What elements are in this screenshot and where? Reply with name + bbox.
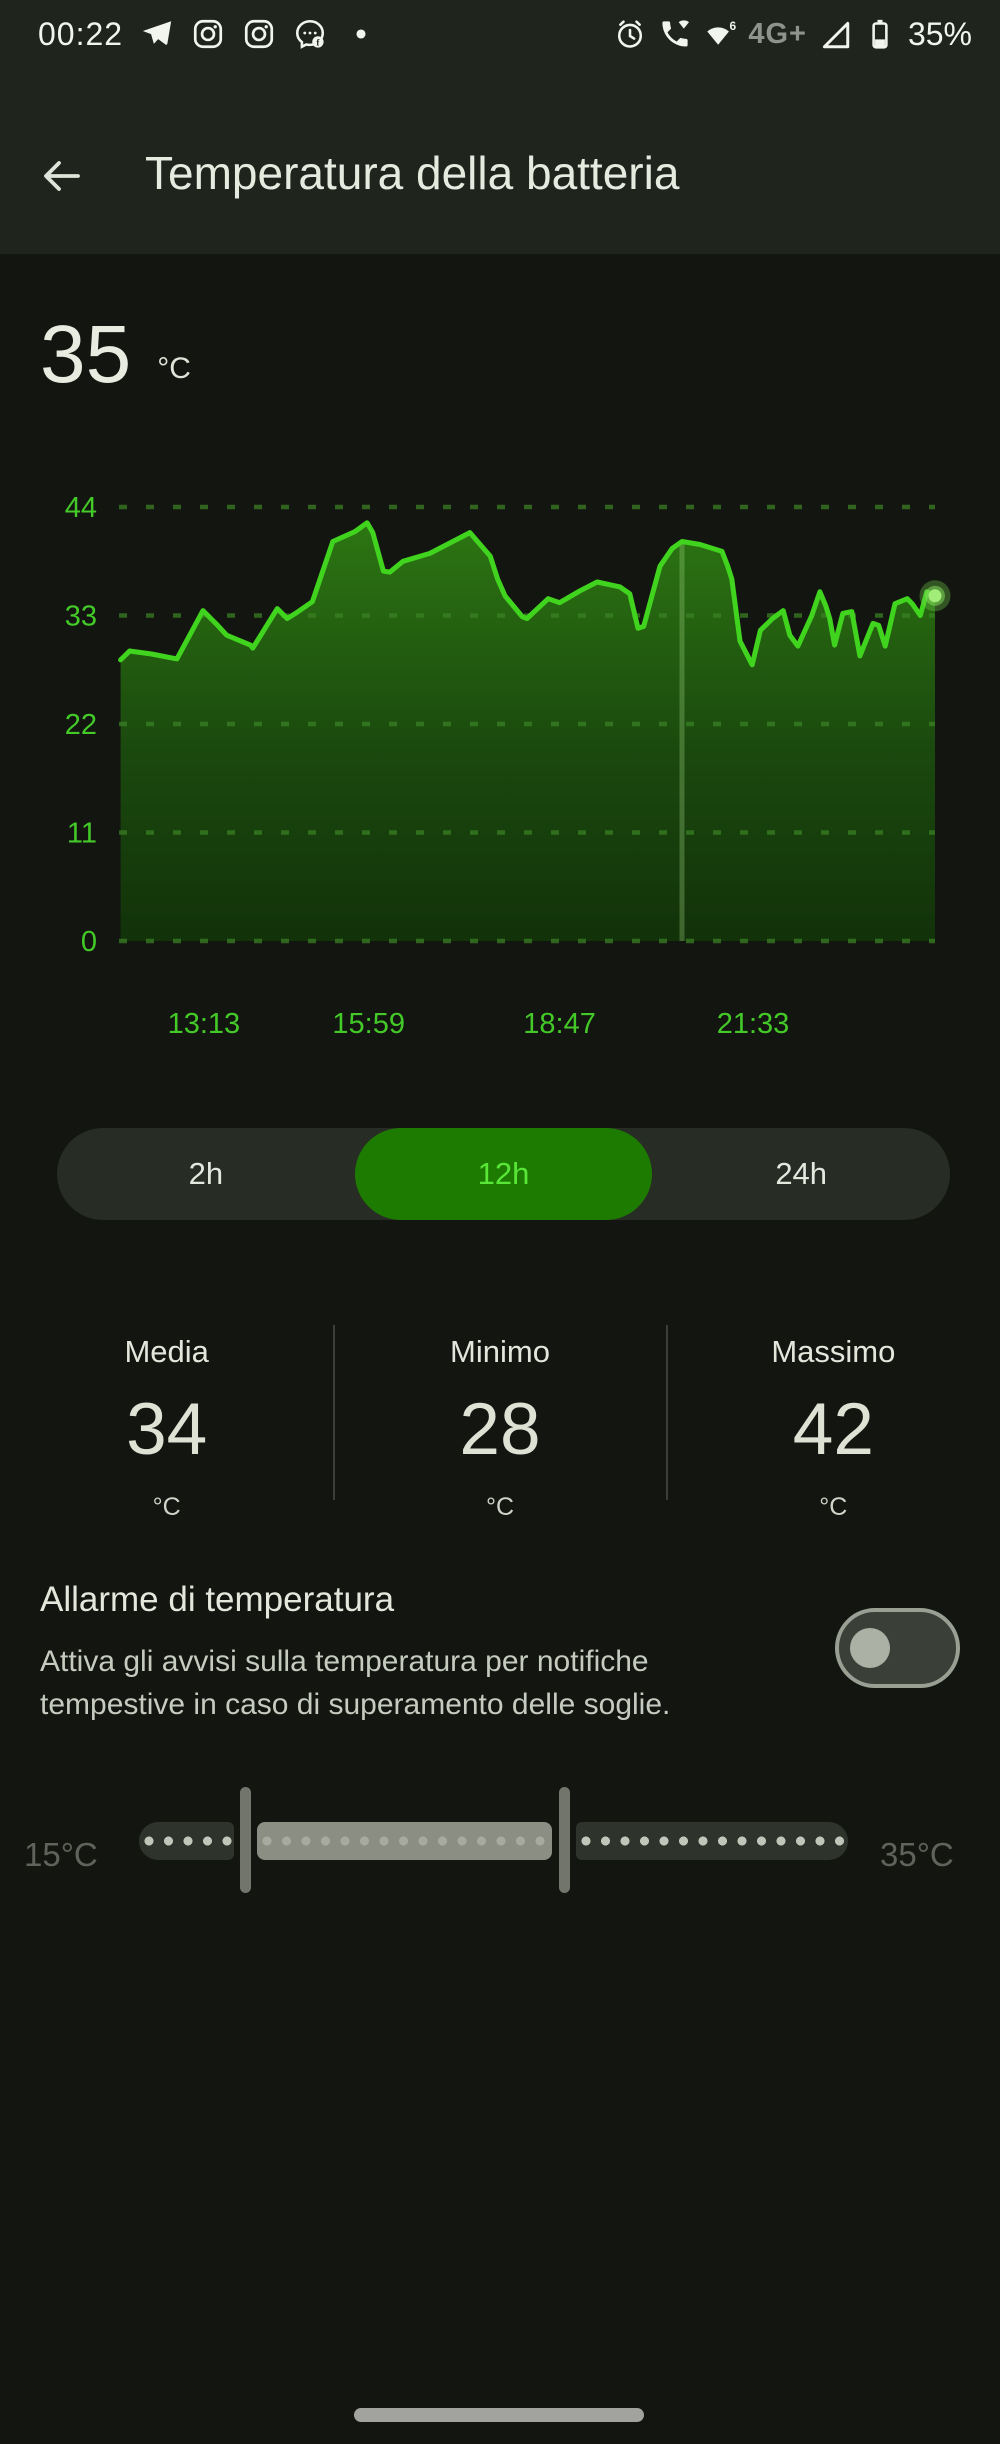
stat-label: Massimo xyxy=(771,1334,896,1369)
temperature-chart-svg[interactable]: 44 33 22 11 0 13:13 15:59 18:47 21:33 xyxy=(0,470,1000,1070)
y-axis-label: 33 xyxy=(65,601,97,633)
network-type-label: 4G+ xyxy=(748,17,807,50)
clock-text: 00:22 xyxy=(38,15,124,52)
svg-text:6: 6 xyxy=(730,19,737,33)
wifi-calling-icon xyxy=(658,17,692,51)
arrow-left-icon xyxy=(38,152,86,205)
instagram-icon xyxy=(242,17,276,51)
slider-track-left[interactable] xyxy=(139,1822,235,1860)
end-marker-dot[interactable] xyxy=(928,589,942,603)
current-temperature-unit: °C xyxy=(157,352,191,385)
x-axis-label: 13:13 xyxy=(168,1008,241,1040)
y-axis-label: 11 xyxy=(67,818,97,850)
range-option-24h[interactable]: 24h xyxy=(775,1156,828,1191)
x-axis-label: 15:59 xyxy=(332,1008,405,1040)
alarm-clock-icon xyxy=(613,17,647,51)
slider-handle-low[interactable] xyxy=(239,1787,251,1893)
battery-icon xyxy=(863,17,897,51)
messenger-icon: f xyxy=(293,17,327,51)
chart-gap-marker xyxy=(679,541,685,941)
y-axis-label: 22 xyxy=(65,709,97,741)
temperature-line xyxy=(118,520,938,668)
page-title: Temperatura della batteria xyxy=(145,147,680,199)
status-bar-left: 00:22 f xyxy=(38,16,378,53)
signal-strength-icon xyxy=(818,17,852,51)
temperature-chart[interactable]: 44 33 22 11 0 13:13 15:59 18:47 21:33 xyxy=(0,470,1000,1070)
range-option-2h[interactable]: 2h xyxy=(188,1156,224,1191)
status-bar-right: 6 4G+ 35% xyxy=(613,16,972,53)
current-temperature: 35 °C xyxy=(40,309,191,400)
current-temperature-value: 35 xyxy=(40,309,132,400)
back-button[interactable] xyxy=(34,150,90,206)
slider-max-label: 35°C xyxy=(880,1836,954,1873)
stat-unit: °C xyxy=(152,1493,181,1521)
range-option-12h[interactable]: 12h xyxy=(354,1128,653,1220)
time-range-selector: 2h 12h 24h xyxy=(57,1128,950,1220)
stat-unit: °C xyxy=(819,1493,848,1521)
y-axis-label: 0 xyxy=(81,926,97,958)
y-axis-label: 44 xyxy=(65,492,97,524)
stats-divider xyxy=(333,1325,335,1500)
slider-handle-high[interactable] xyxy=(558,1787,570,1893)
temperature-alarm-title: Allarme di temperatura xyxy=(40,1580,395,1619)
stat-unit: °C xyxy=(485,1493,515,1521)
slider-track-selected[interactable] xyxy=(257,1822,553,1860)
stats-row: Media 34 °C Minimo 28 °C Massimo 42 °C xyxy=(0,1322,1000,1522)
stats-divider xyxy=(666,1325,668,1500)
app-bar: Temperatura della batteria xyxy=(0,64,1000,254)
battery-percent-text: 35% xyxy=(907,15,972,52)
telegram-icon xyxy=(140,17,174,51)
slider-min-label: 15°C xyxy=(24,1836,98,1873)
stat-label: Media xyxy=(124,1334,209,1369)
x-axis-label: 18:47 xyxy=(523,1008,596,1040)
gesture-navigation-bar[interactable] xyxy=(354,2408,644,2422)
chart-area-fill xyxy=(120,522,936,941)
slider-track-right[interactable] xyxy=(576,1822,848,1860)
stat-minimo: Minimo 28 °C xyxy=(333,1322,666,1522)
x-axis-label: 21:33 xyxy=(717,1008,790,1040)
wifi-6-icon: 6 xyxy=(703,17,737,51)
stat-value: 34 xyxy=(126,1389,208,1470)
notification-dot-icon xyxy=(344,17,378,51)
stat-massimo: Massimo 42 °C xyxy=(667,1322,1000,1522)
stat-value: 42 xyxy=(792,1389,874,1470)
toggle-thumb xyxy=(850,1628,890,1668)
stat-value: 28 xyxy=(459,1389,541,1470)
instagram-icon xyxy=(191,17,225,51)
stat-media: Media 34 °C xyxy=(0,1322,333,1522)
svg-text:f: f xyxy=(316,37,320,47)
temperature-alarm-description: Attiva gli avvisi sulla temperatura per … xyxy=(40,1645,671,1721)
temperature-alarm-toggle[interactable] xyxy=(835,1608,960,1688)
status-bar: 00:22 f xyxy=(0,0,1000,64)
stat-label: Minimo xyxy=(450,1334,550,1369)
